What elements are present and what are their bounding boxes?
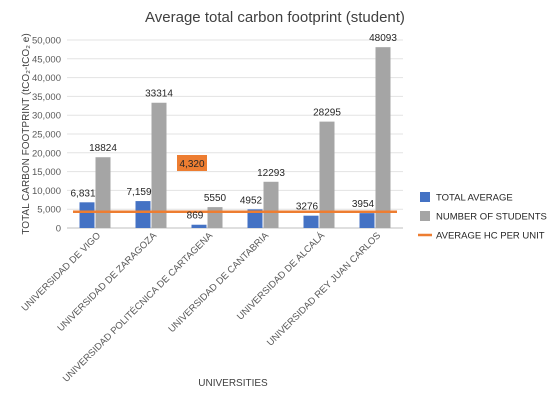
- legend-label: TOTAL AVERAGE: [436, 193, 513, 204]
- data-label: 48093: [369, 33, 397, 44]
- legend-swatch: [420, 211, 430, 221]
- data-label: 3954: [352, 199, 375, 210]
- data-label: 3276: [296, 202, 319, 213]
- x-tick-label: UNIVERSIDAD DE CANTABRIA: [166, 230, 271, 335]
- average-line-label: 4,320: [179, 159, 204, 170]
- data-label: 12293: [257, 168, 285, 179]
- legend-label: AVERAGE HC PER UNIT: [436, 231, 545, 242]
- y-tick-label: 5,000: [37, 205, 61, 216]
- data-label: 33314: [145, 89, 173, 100]
- y-axis-label: TOTAL CARBON FOOTPRINT (tCO₂-tCO₂ e): [21, 33, 32, 234]
- bar: [319, 121, 335, 228]
- y-tick-label: 50,000: [32, 36, 61, 47]
- bar: [191, 224, 207, 228]
- data-label: 5550: [204, 193, 227, 204]
- x-tick-label: UNIVERSIDAD DE ZARAGOZA: [55, 230, 159, 334]
- y-tick-label: 40,000: [32, 73, 61, 84]
- y-tick-label: 0: [56, 224, 61, 235]
- bar: [207, 207, 223, 228]
- y-axis-ticks: 0 5,000 10,000 15,000 20,000 25,000 30,000 35,0…: [32, 36, 61, 235]
- y-tick-label: 10,000: [32, 186, 61, 197]
- x-axis-label: UNIVERSITIES: [198, 378, 268, 389]
- bar: [263, 181, 279, 228]
- x-tick-label: UNIVERSIDAD REY JUAN CARLOS: [265, 230, 383, 348]
- y-tick-label: 25,000: [32, 130, 61, 141]
- bar: [359, 213, 375, 228]
- y-tick-label: 15,000: [32, 167, 61, 178]
- data-label: 28295: [313, 108, 341, 119]
- legend-swatch: [420, 192, 430, 202]
- bar: [135, 201, 151, 228]
- grid: [67, 39, 403, 229]
- y-tick-label: 20,000: [32, 148, 61, 159]
- bar: [95, 157, 111, 228]
- data-label: 18824: [89, 143, 117, 154]
- bar: [247, 209, 263, 228]
- bar: [375, 47, 391, 228]
- data-label: 4952: [240, 195, 263, 206]
- chart-title: Average total carbon footprint (student): [145, 9, 405, 26]
- bar: [79, 202, 95, 228]
- data-label: 7,159: [126, 187, 151, 198]
- legend-label: NUMBER OF STUDENTS: [436, 212, 547, 223]
- y-tick-label: 30,000: [32, 111, 61, 122]
- bar: [303, 215, 319, 228]
- bar: [151, 102, 167, 228]
- data-label: 6,831: [70, 188, 95, 199]
- average-label-box: [177, 155, 207, 171]
- y-tick-label: 45,000: [32, 54, 61, 65]
- bars: [79, 47, 391, 228]
- legend: TOTAL AVERAGE NUMBER OF STUDENTS AVERAGE H…: [418, 192, 547, 242]
- data-label: 869: [187, 211, 204, 222]
- average-line: 4,320: [73, 155, 397, 214]
- y-tick-label: 35,000: [32, 92, 61, 103]
